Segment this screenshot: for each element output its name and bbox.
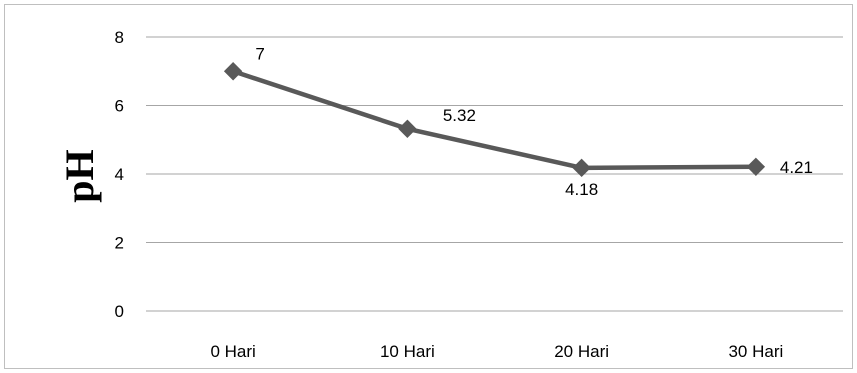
data-point-marker	[746, 157, 766, 177]
data-label: 5.32	[443, 106, 476, 125]
data-point-marker	[572, 158, 591, 178]
x-tick-label: 20 Hari	[554, 342, 609, 361]
y-tick-label: 0	[115, 302, 124, 321]
gridlines	[146, 36, 843, 312]
y-tick-label: 8	[115, 28, 124, 47]
data-label: 4.18	[565, 180, 598, 199]
data-label: 4.21	[780, 158, 813, 177]
series-layer	[223, 62, 766, 178]
x-tick-label: 30 Hari	[728, 342, 783, 361]
y-tick-label: 6	[115, 97, 124, 116]
x-tick-label: 0 Hari	[210, 342, 255, 361]
y-tick-label: 4	[115, 165, 124, 184]
data-label: 7	[255, 44, 264, 63]
series-line	[230, 69, 759, 171]
chart-area	[4, 4, 853, 369]
data-point-marker	[223, 62, 243, 81]
y-tick-label: 2	[115, 234, 124, 253]
y-axis-title: pH	[57, 149, 102, 202]
data-point-marker	[398, 119, 417, 138]
x-tick-label: 10 Hari	[380, 342, 435, 361]
data-labels: 7 5.32 4.18 4.21	[255, 44, 813, 199]
x-axis-ticks: 0 Hari 10 Hari 20 Hari 30 Hari	[210, 342, 783, 361]
y-axis-ticks: 0 2 4 6 8	[115, 28, 124, 321]
